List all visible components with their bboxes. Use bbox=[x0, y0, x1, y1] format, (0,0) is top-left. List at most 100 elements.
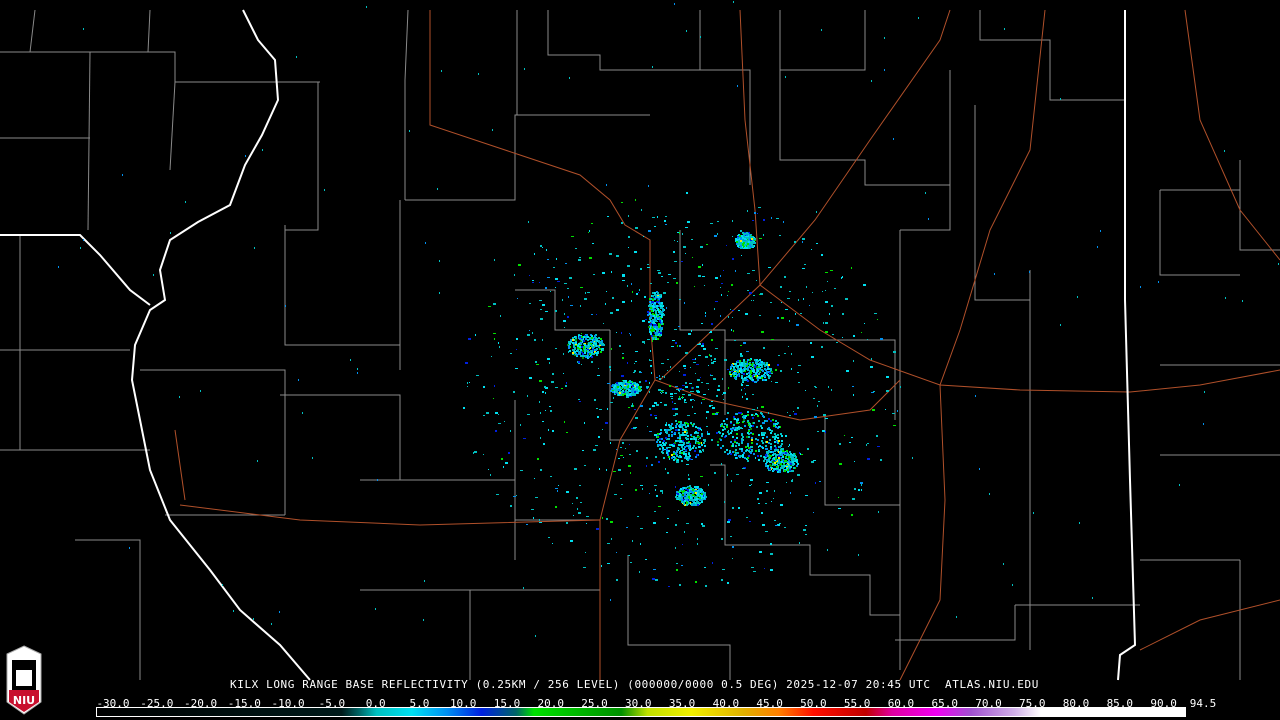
county-line bbox=[979, 10, 1125, 101]
echo-pixel bbox=[676, 282, 678, 284]
echo-pixel bbox=[726, 424, 728, 426]
echo-pixel bbox=[779, 451, 781, 453]
echo-pixel bbox=[570, 305, 573, 306]
echo-pixel bbox=[675, 547, 676, 549]
echo-pixel bbox=[692, 391, 694, 392]
echo-pixel bbox=[750, 370, 752, 372]
echo-pixel bbox=[741, 434, 743, 436]
echo-pixel bbox=[779, 471, 781, 473]
echo-pixel bbox=[607, 216, 609, 217]
echo-pixel bbox=[740, 412, 742, 414]
echo-pixel bbox=[740, 353, 742, 355]
echo-pixel bbox=[841, 277, 842, 279]
echo-pixel bbox=[749, 521, 751, 522]
echo-pixel bbox=[677, 232, 679, 233]
echo-pixel bbox=[740, 230, 742, 232]
echo-pixel bbox=[550, 410, 552, 412]
echo-pixel bbox=[765, 379, 767, 381]
echo-pixel bbox=[804, 264, 806, 265]
echo-pixel bbox=[579, 346, 581, 348]
echo-pixel bbox=[852, 498, 855, 500]
product-title: KILX LONG RANGE BASE REFLECTIVITY (0.25K… bbox=[230, 678, 1039, 691]
echo-pixel bbox=[564, 283, 567, 284]
echo-pixel bbox=[357, 372, 358, 374]
echo-pixel bbox=[768, 412, 769, 414]
echo-pixel bbox=[781, 302, 782, 303]
echo-pixel bbox=[723, 399, 724, 400]
echo-pixel bbox=[767, 366, 769, 368]
echo-pixel bbox=[573, 345, 575, 347]
echo-pixel bbox=[741, 362, 743, 364]
echo-pixel bbox=[581, 336, 583, 338]
echo-pixel bbox=[674, 442, 676, 444]
echo-pixel bbox=[784, 465, 786, 467]
echo-pixel bbox=[758, 459, 760, 461]
echo-pixel bbox=[665, 468, 666, 470]
echo-pixel bbox=[751, 437, 753, 439]
echo-pixel bbox=[729, 371, 731, 373]
echo-pixel bbox=[520, 470, 523, 471]
echo-pixel bbox=[766, 371, 768, 373]
echo-pixel bbox=[690, 494, 692, 496]
echo-pixel bbox=[626, 391, 628, 393]
echo-pixel bbox=[579, 257, 581, 258]
echo-pixel bbox=[711, 339, 713, 341]
echo-pixel bbox=[765, 464, 767, 466]
highway-line bbox=[1139, 599, 1280, 651]
echo-pixel bbox=[1278, 263, 1279, 265]
echo-pixel bbox=[598, 436, 600, 438]
echo-pixel bbox=[710, 331, 712, 333]
echo-pixel bbox=[652, 328, 654, 330]
highway-line bbox=[174, 429, 186, 501]
echo-pixel bbox=[666, 432, 668, 434]
echo-pixel bbox=[831, 305, 833, 307]
echo-pixel bbox=[695, 456, 697, 458]
echo-pixel bbox=[994, 273, 995, 275]
echo-pixel bbox=[572, 349, 574, 351]
legend-tick: 20.0 bbox=[537, 697, 565, 710]
echo-pixel bbox=[799, 452, 800, 454]
echo-pixel bbox=[657, 309, 659, 311]
echo-pixel bbox=[756, 426, 758, 428]
echo-pixel bbox=[667, 359, 669, 360]
echo-pixel bbox=[666, 450, 668, 452]
echo-pixel bbox=[747, 243, 749, 245]
echo-pixel bbox=[516, 349, 517, 350]
echo-pixel bbox=[802, 268, 805, 269]
echo-pixel bbox=[667, 518, 669, 519]
echo-pixel bbox=[732, 317, 733, 318]
echo-pixel bbox=[673, 453, 675, 455]
echo-pixel bbox=[572, 337, 574, 339]
echo-pixel bbox=[809, 305, 810, 306]
echo-pixel bbox=[653, 522, 656, 524]
echo-pixel bbox=[614, 389, 616, 391]
echo-pixel bbox=[717, 233, 718, 235]
echo-pixel bbox=[736, 374, 738, 376]
echo-pixel bbox=[679, 452, 681, 454]
echo-pixel bbox=[791, 353, 792, 355]
echo-pixel bbox=[785, 460, 787, 462]
echo-pixel bbox=[751, 442, 753, 444]
echo-pixel bbox=[514, 274, 515, 276]
echo-pixel bbox=[687, 490, 689, 492]
echo-pixel bbox=[742, 396, 743, 398]
echo-pixel bbox=[769, 468, 771, 470]
echo-pixel bbox=[625, 381, 627, 383]
echo-pixel bbox=[510, 430, 511, 432]
echo-pixel bbox=[702, 449, 704, 451]
echo-pixel bbox=[780, 467, 782, 469]
echo-pixel bbox=[630, 381, 632, 383]
echo-pixel bbox=[746, 376, 748, 378]
echo-pixel bbox=[690, 487, 692, 489]
echo-pixel bbox=[758, 207, 761, 208]
echo-pixel bbox=[704, 440, 706, 442]
echo-pixel bbox=[751, 300, 752, 301]
echo-pixel bbox=[638, 387, 640, 389]
echo-pixel bbox=[670, 393, 673, 395]
echo-pixel bbox=[682, 432, 684, 434]
echo-pixel bbox=[661, 302, 663, 304]
legend-tick-labels: -30.0 -25.0 -20.0 -15.0 -10.0 -5.0 0.0 5.0 10.0 1… bbox=[95, 697, 1216, 710]
echo-pixel bbox=[695, 440, 697, 442]
echo-pixel bbox=[668, 447, 671, 448]
echo-pixel bbox=[686, 523, 689, 524]
